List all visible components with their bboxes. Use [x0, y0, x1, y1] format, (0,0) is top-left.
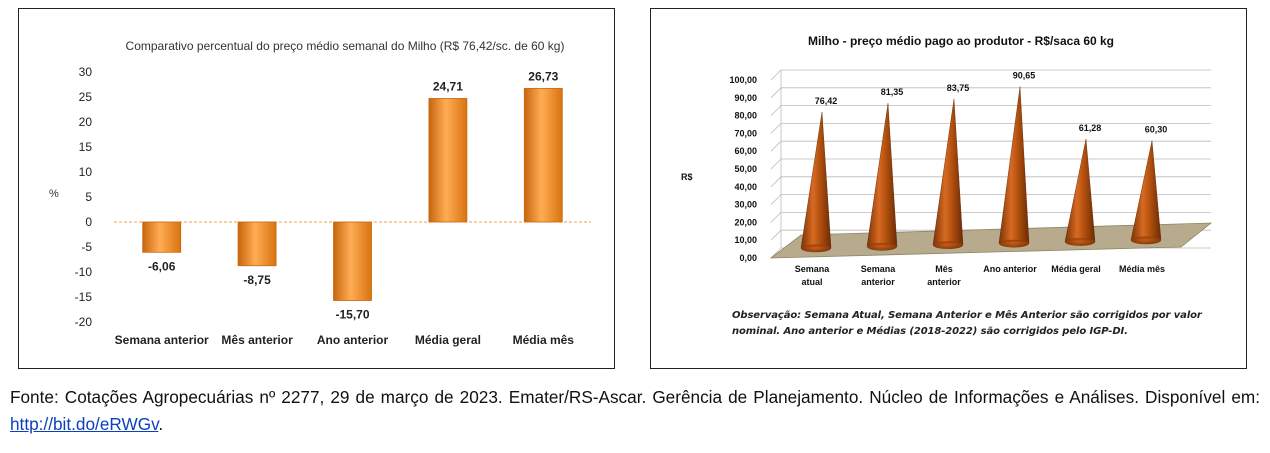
y-tick-label: -10 [75, 265, 93, 279]
category-label-0: Semana anterior [115, 333, 209, 347]
percentage-chart-svg: Comparativo percentual do preço médio se… [49, 39, 591, 347]
category-label-line: Média mês [1119, 264, 1165, 274]
category-label-line: Média geral [1051, 264, 1101, 274]
data-label-0: -6,06 [148, 259, 176, 273]
chart-title: Milho - preço médio pago ao produtor - R… [808, 34, 1114, 48]
category-label-line: Ano anterior [983, 264, 1037, 274]
category-label-0: Semana atual [795, 264, 831, 287]
y-tick-label: 70,00 [734, 128, 757, 138]
source-end: . [158, 414, 164, 434]
y-tick-label: -15 [75, 290, 93, 304]
category-label-4: Média geral [1051, 264, 1101, 274]
bar-3 [428, 98, 468, 223]
price-chart-svg: Milho - preço médio pago ao produtor - R… [681, 34, 1213, 287]
y-tick-label: 5 [85, 190, 92, 204]
y-tick-label: 30,00 [734, 200, 757, 210]
cone-base-0 [801, 244, 831, 252]
y-tick-label: 60,00 [734, 146, 757, 156]
cone-base-4 [1065, 238, 1095, 246]
y-axis-label: R$ [681, 172, 693, 182]
y-tick-label: 30 [79, 65, 93, 79]
gridline [770, 69, 1211, 81]
y-tick-label: 0 [85, 215, 92, 229]
gridline [770, 158, 1211, 170]
chart-note: Observação: Semana Atual, Semana Anterio… [732, 310, 1202, 337]
y-tick-label: 20,00 [734, 217, 757, 227]
data-label-4: 26,73 [528, 69, 558, 83]
category-label-4: Média mês [513, 333, 575, 347]
category-label-1: Mês anterior [221, 333, 293, 347]
category-label-line: Semana [795, 264, 831, 274]
data-label-0: 76,42 [815, 96, 838, 106]
data-label-2: -15,70 [335, 308, 369, 322]
cone-base-3 [999, 239, 1029, 247]
y-tick-label: 50,00 [734, 164, 757, 174]
category-label-2: Ano anterior [317, 333, 389, 347]
y-tick-label: 20 [79, 115, 93, 129]
cone-base-1 [867, 242, 897, 250]
cone-base-2 [933, 241, 963, 249]
y-axis-label: % [49, 188, 59, 200]
bar-0 [142, 221, 182, 253]
y-tick-label: 10 [79, 165, 93, 179]
category-label-line: anterior [861, 277, 895, 287]
cone-2 [932, 98, 964, 249]
y-tick-label: 0,00 [739, 253, 757, 263]
percentage-comparison-chart: Comparativo percentual do preço médio se… [18, 8, 615, 369]
cone-0 [800, 111, 832, 253]
y-tick-label: 15 [79, 140, 93, 154]
y-tick-label: 25 [79, 90, 93, 104]
data-label-3: 90,65 [1013, 71, 1036, 81]
y-tick-label: 90,00 [734, 93, 757, 103]
gridline [770, 105, 1211, 116]
cone-5 [1130, 140, 1162, 245]
category-label-2: Mês anterior [927, 264, 961, 287]
y-tick-label: 80,00 [734, 111, 757, 121]
category-label-3: Ano anterior [983, 264, 1037, 274]
category-label-line: anterior [927, 277, 961, 287]
cone-base-5 [1131, 236, 1161, 244]
source-text: Fonte: Cotações Agropecuárias nº 2277, 2… [10, 387, 1260, 407]
y-tick-label: -5 [81, 240, 92, 254]
bar-1 [237, 221, 277, 267]
category-label-line: Mês [935, 264, 953, 274]
data-label-1: -8,75 [243, 273, 271, 287]
source-caption: Fonte: Cotações Agropecuárias nº 2277, 2… [10, 384, 1260, 438]
y-tick-label: 10,00 [734, 235, 757, 245]
category-label-1: Semana anterior [861, 264, 897, 287]
chart-title: Comparativo percentual do preço médio se… [126, 39, 565, 53]
category-label-3: Média geral [415, 333, 481, 347]
cone-3 [998, 86, 1030, 248]
category-label-5: Média mês [1119, 264, 1165, 274]
data-label-2: 83,75 [947, 83, 970, 93]
source-link[interactable]: http://bit.do/eRWGv [10, 414, 159, 434]
price-cone-chart: Milho - preço médio pago ao produtor - R… [650, 8, 1247, 369]
y-tick-label: -20 [75, 315, 93, 329]
bar-2 [333, 221, 372, 301]
y-tick-label: 100,00 [729, 75, 757, 85]
data-label-4: 61,28 [1079, 123, 1102, 133]
cone-4 [1064, 138, 1096, 246]
y-tick-label: 40,00 [734, 182, 757, 192]
bar-4 [523, 87, 563, 223]
data-label-3: 24,71 [433, 79, 463, 93]
gridline [770, 140, 1211, 152]
category-label-line: atual [801, 277, 822, 287]
category-label-line: Semana [861, 264, 897, 274]
data-label-1: 81,35 [881, 87, 904, 97]
data-label-5: 60,30 [1145, 125, 1168, 135]
